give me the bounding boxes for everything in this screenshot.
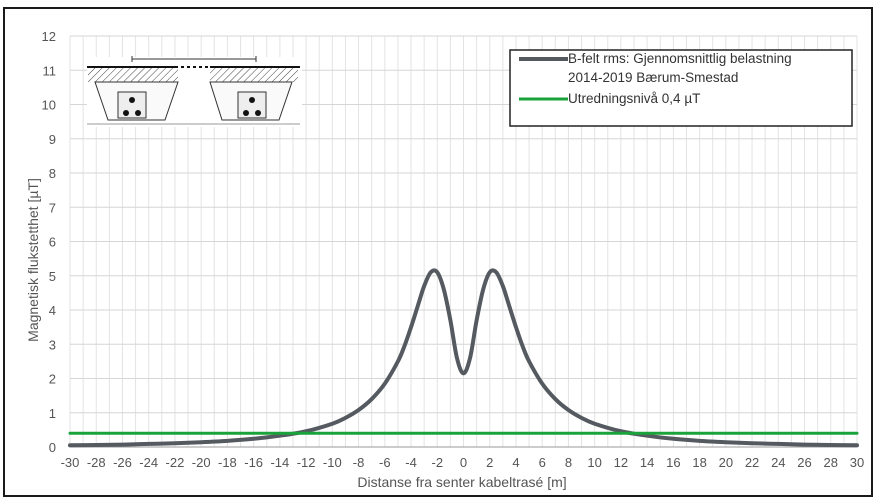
x-axis-title: Distanse fra senter kabeltrasé [m] [357, 474, 566, 490]
x-tick-label: -18 [218, 455, 237, 470]
x-tick-label: 22 [745, 455, 759, 470]
x-tick-labels: -30 -28 -26 -24 -22 -20 -18 -16 -14 -12 -10 -8 -6 -4-… [61, 455, 865, 470]
x-tick-label: 12 [614, 455, 628, 470]
x-tick-label: -30 [61, 455, 80, 470]
x-tick-label: -6 [379, 455, 391, 470]
x-tick-label: -24 [139, 455, 158, 470]
x-tick-label: 18 [692, 455, 706, 470]
x-tick-label: 26 [797, 455, 811, 470]
x-tick-label: 8 [565, 455, 572, 470]
x-tick-label: -26 [113, 455, 132, 470]
y-tick-label: 5 [49, 269, 56, 284]
x-tick-label: 2 [486, 455, 493, 470]
y-tick-label: 9 [49, 132, 56, 147]
legend-label: 2014-2019 Bærum-Smestad [568, 70, 738, 85]
legend: B-felt rms: Gjennomsnittlig belastning 20… [509, 49, 853, 127]
legend-label: B-felt rms: Gjennomsnittlig belastning [568, 51, 792, 66]
y-tick-label: 4 [49, 303, 56, 318]
x-tick-label: 0 [460, 455, 467, 470]
x-tick-label: -16 [244, 455, 263, 470]
x-tick-label: -12 [297, 455, 316, 470]
legend-box [509, 49, 853, 127]
y-tick-label: 6 [49, 235, 56, 250]
x-tick-label: -2 [431, 455, 443, 470]
x-tick-label: 6 [539, 455, 546, 470]
series-lines [68, 268, 859, 448]
y-tick-label: 2 [49, 372, 56, 387]
x-tick-label: 28 [824, 455, 838, 470]
legend-label: Utredningsnivå 0,4 µT [568, 91, 700, 106]
y-tick-label: 0 [49, 440, 56, 455]
y-tick-label: 1 [49, 406, 56, 421]
y-axis-title: Magnetisk flukstetthet [µT] [25, 178, 41, 342]
x-tick-label: 10 [587, 455, 601, 470]
x-tick-label: 20 [719, 455, 733, 470]
cable-trench-diagram [87, 56, 302, 127]
x-tick-label: -20 [192, 455, 211, 470]
y-tick-label: 8 [49, 166, 56, 181]
y-tick-label: 10 [42, 98, 56, 113]
x-tick-label: -22 [166, 455, 185, 470]
y-tick-label: 7 [49, 200, 56, 215]
x-tick-label: 14 [640, 455, 654, 470]
x-tick-label: -4 [405, 455, 417, 470]
x-tick-label: -28 [87, 455, 106, 470]
y-tick-label: 12 [42, 29, 56, 44]
x-tick-label: 16 [666, 455, 680, 470]
x-tick-label: -10 [323, 455, 342, 470]
x-tick-label: 24 [771, 455, 785, 470]
y-tick-label: 3 [49, 337, 56, 352]
x-tick-label: -8 [353, 455, 365, 470]
x-tick-label: 30 [850, 455, 864, 470]
x-tick-label: 4 [512, 455, 519, 470]
y-tick-label: 11 [43, 63, 57, 78]
x-tick-label: -14 [270, 455, 289, 470]
